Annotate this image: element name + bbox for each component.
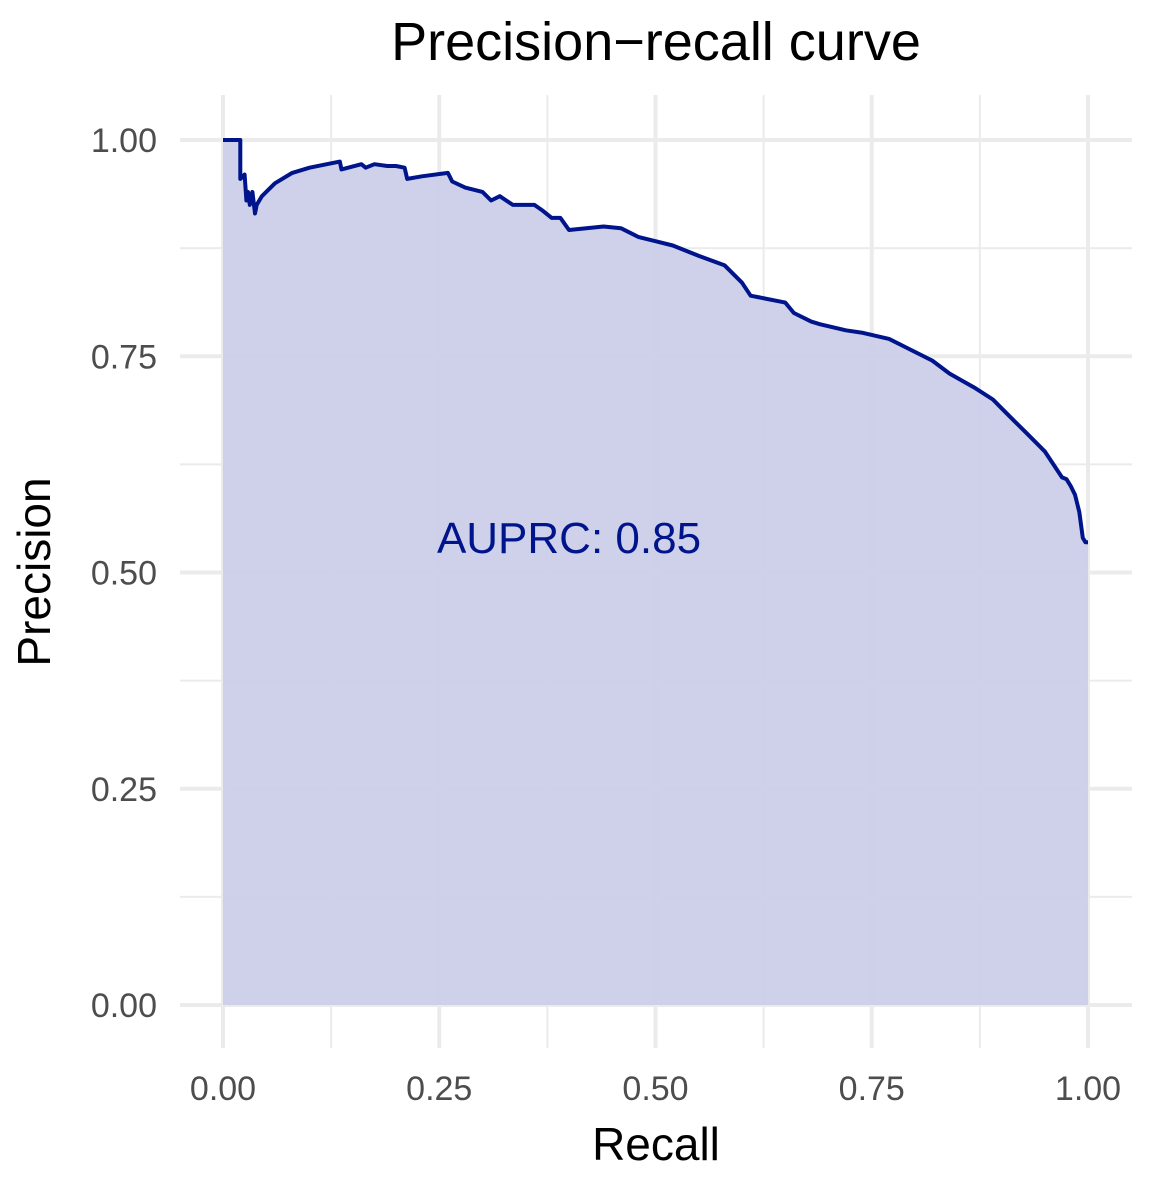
y-axis-title: Precision (8, 477, 60, 666)
auprc-annotation: AUPRC: 0.85 (437, 514, 701, 563)
x-tick-label: 0.75 (839, 1070, 905, 1108)
y-tick-label: 0.00 (91, 987, 157, 1025)
y-tick-label: 0.50 (91, 555, 157, 593)
y-tick-label: 1.00 (91, 122, 157, 160)
y-tick-labels: 0.00 0.25 0.50 0.75 1.00 (91, 122, 157, 1025)
x-tick-label: 0.25 (406, 1070, 472, 1108)
y-tick-label: 0.25 (91, 771, 157, 809)
precision-recall-line (223, 138, 1088, 545)
x-tick-label: 1.00 (1055, 1070, 1121, 1108)
x-tick-label: 0.50 (622, 1070, 688, 1108)
x-tick-labels: 0.00 0.25 0.50 0.75 1.00 (190, 1070, 1121, 1108)
chart-title: Precision−recall curve (391, 12, 921, 72)
x-axis-title: Recall (592, 1118, 720, 1170)
x-tick-label: 0.00 (190, 1070, 256, 1108)
precision-recall-area (223, 140, 1088, 1005)
y-tick-label: 0.75 (91, 338, 157, 376)
